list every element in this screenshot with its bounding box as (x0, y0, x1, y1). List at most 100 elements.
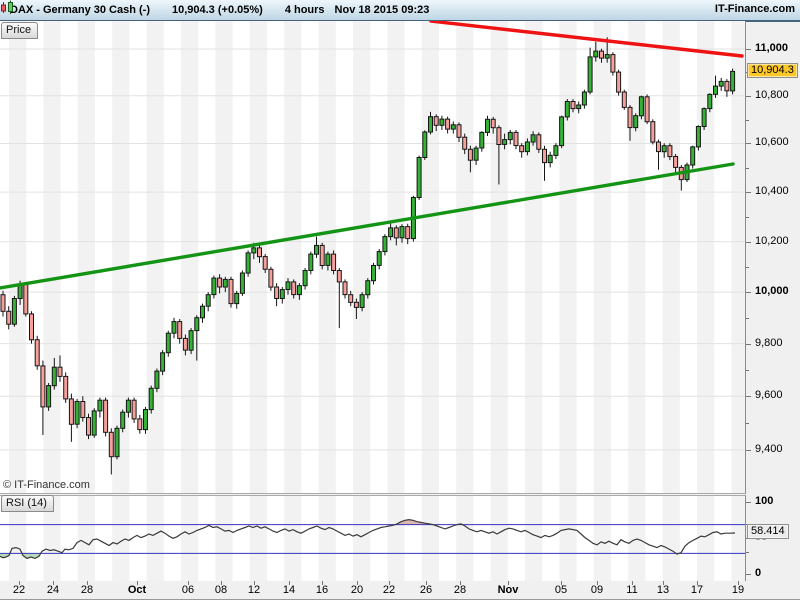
price-axis: 11,000 10,800 10,600 10,400 10,200 10,000 9,80… (746, 0, 800, 580)
time-axis-label: 24 (46, 584, 60, 596)
candle (485, 118, 490, 133)
session-stripe (421, 496, 439, 581)
session-stripe (284, 21, 302, 493)
rsi-line (0, 518, 736, 560)
candle (564, 101, 570, 118)
candle (353, 301, 359, 308)
time-axis-label: 13 (656, 584, 670, 596)
time-axis-label: 14 (282, 584, 296, 596)
candle (587, 56, 593, 93)
candle (188, 330, 194, 351)
candle (490, 118, 496, 129)
candle (120, 411, 126, 429)
axis-minor-tick (746, 422, 749, 424)
candle (57, 366, 63, 377)
session-stripe (215, 496, 233, 581)
candle (342, 281, 348, 296)
session-stripe (43, 496, 61, 581)
session-stripe (284, 496, 302, 581)
candle (251, 247, 257, 254)
axis-minor-tick (746, 317, 749, 319)
session-stripe (77, 496, 95, 581)
time-axis-tick (322, 581, 323, 585)
session-stripe (490, 21, 508, 493)
candle (467, 148, 473, 161)
candle (701, 108, 707, 127)
watermark: © IT-Finance.com (3, 479, 90, 491)
candle (0, 294, 6, 312)
candle (239, 272, 245, 294)
session-stripe (318, 496, 336, 581)
rsi-axis-tick (746, 552, 749, 554)
time-axis-label: 19 (731, 584, 745, 596)
price-axis-label: 10,800 (755, 88, 789, 101)
candle (34, 339, 40, 367)
candle (707, 93, 713, 110)
brand-label: IT-Finance.com (714, 3, 795, 15)
candle (336, 270, 342, 283)
session-stripe (731, 21, 745, 493)
candle (673, 156, 679, 168)
candle (291, 281, 297, 296)
axis-tick (746, 292, 751, 294)
time-axis-tick (87, 581, 88, 585)
session-stripe (215, 21, 233, 493)
candle (205, 294, 211, 307)
time-axis-label: 12 (247, 584, 261, 596)
time-axis-label: 22 (382, 584, 396, 596)
axis-tick (746, 449, 751, 451)
candle (177, 321, 183, 339)
candle (245, 252, 251, 274)
candle (359, 294, 365, 309)
time-axis-label: 09 (590, 584, 604, 596)
candle (690, 146, 696, 166)
session-stripe (662, 21, 680, 493)
rsi-tab[interactable]: RSI (14) (1, 495, 54, 512)
candle (667, 145, 673, 158)
candle (507, 131, 513, 141)
candle (479, 131, 485, 149)
rsi-axis-label: 0 (755, 567, 762, 579)
resistance-trendline[interactable] (429, 21, 744, 58)
session-stripe (490, 496, 508, 581)
candle (108, 431, 114, 458)
support-trendline[interactable] (0, 162, 735, 290)
axis-tick (746, 143, 751, 145)
timeframe-label: 4 hours (284, 4, 325, 16)
candle (718, 80, 724, 87)
candle (114, 427, 120, 458)
candle (194, 317, 200, 332)
session-stripe (43, 21, 61, 493)
candle (462, 136, 468, 150)
candle (656, 141, 661, 153)
axis-tick (746, 343, 751, 345)
time-axis-tick (508, 581, 509, 585)
session-stripe (628, 21, 646, 493)
candle (262, 256, 268, 270)
candle (713, 85, 718, 95)
candle (91, 410, 97, 436)
price-tab[interactable]: Price (1, 22, 39, 39)
candle (416, 157, 422, 198)
rsi-chart (0, 496, 745, 581)
time-axis-tick (137, 581, 138, 585)
session-stripe (731, 496, 745, 581)
time-axis-tick (632, 581, 633, 585)
time-axis: 22 24 28 Oct 06 08 12 14 16 20 22 26 28 Nov 05 09 11 13 17… (0, 581, 746, 599)
time-axis-label: 17 (690, 584, 704, 596)
time-axis-tick (254, 581, 255, 585)
last-quote: 10,904.3 (+0.05%) (171, 4, 263, 16)
time-axis-label: 08 (214, 584, 228, 596)
candle (171, 321, 177, 334)
candle (576, 104, 582, 110)
candle (553, 145, 559, 156)
session-stripe (593, 21, 611, 493)
session-stripe (387, 21, 405, 493)
candle (542, 148, 547, 164)
rsi-axis-tick (746, 574, 751, 575)
candle (68, 398, 74, 425)
candle (268, 268, 274, 288)
price-axis-label: 9,800 (755, 336, 783, 349)
candle (724, 80, 730, 92)
